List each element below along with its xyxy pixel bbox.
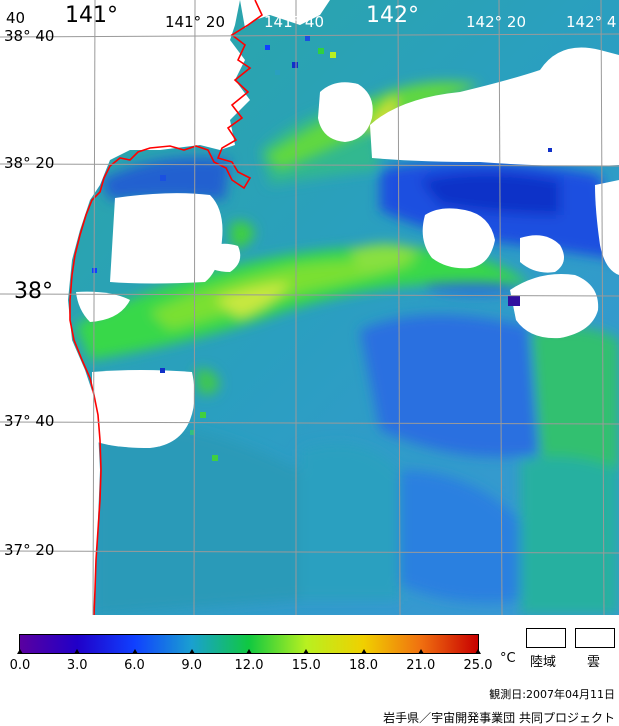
observation-date: 観測日:2007年04月11日 xyxy=(489,688,615,701)
colorbar-tick-label: 0.0 xyxy=(9,658,31,673)
colorbar-tick xyxy=(131,649,138,654)
sst-map-image xyxy=(0,0,619,615)
land-legend-swatch xyxy=(526,628,566,648)
cloud-legend-swatch xyxy=(575,628,615,648)
sst-map: 40 141° 141° 20 141° 40 142° 142° 20 142… xyxy=(0,0,619,615)
colorbar-tick-label: 18.0 xyxy=(349,658,378,673)
colorbar-tick-label: 21.0 xyxy=(406,658,436,673)
land-area xyxy=(0,0,250,615)
footer xyxy=(0,615,619,725)
colorbar-tick-label: 6.0 xyxy=(124,658,145,673)
land-legend-label: 陸域 xyxy=(530,655,557,670)
credit-line: 岩手県／宇宙開発事業団 共同プロジェクト xyxy=(383,711,615,725)
land-north-cap xyxy=(240,0,330,28)
lat-label-37-20: 37° 20 xyxy=(4,541,55,559)
lat-label-37-40: 37° 40 xyxy=(4,412,55,430)
colorbar-tick xyxy=(17,649,23,654)
colorbar-tick-label: 15.0 xyxy=(291,658,321,673)
colorbar-tick xyxy=(475,649,481,654)
colorbar-tick-label: 12.0 xyxy=(234,658,264,673)
colorbar-tick-label: 25.0 xyxy=(463,658,493,673)
unit-label: °C xyxy=(500,651,516,666)
coastline xyxy=(69,0,264,615)
lon-label-142-40: 142° 4 xyxy=(566,13,617,31)
corner-label: 40 xyxy=(6,9,26,27)
temperature-field xyxy=(95,100,619,615)
colorbar-tick xyxy=(303,649,310,654)
colorbar-tick xyxy=(74,649,81,654)
lon-label-141-40: 141° 40 xyxy=(264,13,324,31)
lat-label-38-40: 38° 40 xyxy=(4,27,55,45)
lon-label-141-20: 141° 20 xyxy=(165,13,225,31)
colorbar-tick xyxy=(188,649,195,654)
lat-label-38-20: 38° 20 xyxy=(4,154,55,172)
colorbar-tick xyxy=(417,649,424,654)
cloud-legend-label: 雲 xyxy=(587,655,601,670)
colorbar-tick xyxy=(246,649,252,654)
graticule xyxy=(0,0,619,615)
lon-label-142-20: 142° 20 xyxy=(466,13,526,31)
colorbar-tick-label: 9.0 xyxy=(181,658,203,673)
lon-label-141: 141° xyxy=(65,3,118,28)
lat-label-38: 38° xyxy=(14,279,53,304)
colorbar-tick-label: 3.0 xyxy=(66,658,88,673)
colorbar-tick xyxy=(360,649,367,654)
lon-label-142: 142° xyxy=(366,3,419,28)
